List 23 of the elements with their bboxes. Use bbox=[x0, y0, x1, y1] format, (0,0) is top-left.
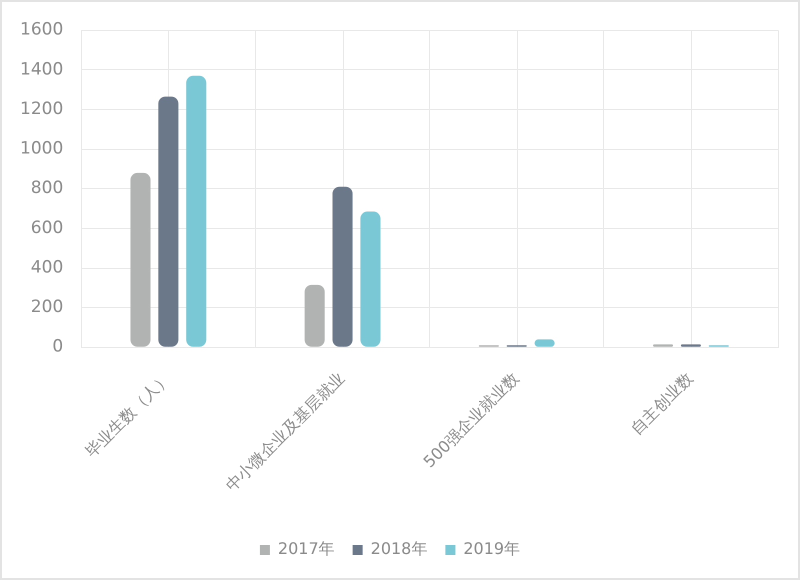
bar bbox=[304, 284, 325, 347]
bar bbox=[130, 172, 151, 347]
bar bbox=[680, 344, 701, 347]
y-tick-label: 800 bbox=[30, 178, 64, 198]
y-tick-label: 1200 bbox=[20, 98, 64, 119]
y-tick-label: 0 bbox=[52, 336, 64, 357]
legend-label: 2017年 bbox=[278, 539, 335, 558]
bar bbox=[653, 344, 674, 347]
x-tick-label: 中小微企业及基层就业 bbox=[222, 368, 348, 495]
y-tick-label: 200 bbox=[30, 297, 64, 318]
x-tick-label: 自主创业数 bbox=[626, 368, 697, 438]
bar bbox=[332, 186, 353, 347]
y-tick-label: 1400 bbox=[20, 59, 64, 80]
legend-label: 2019年 bbox=[463, 539, 520, 558]
bar bbox=[158, 96, 178, 347]
x-tick-label: 毕业生数（人） bbox=[81, 368, 174, 462]
y-tick-label: 400 bbox=[30, 257, 64, 278]
y-tick-label: 1000 bbox=[20, 138, 64, 159]
y-tick-label: 1600 bbox=[20, 20, 64, 40]
bar bbox=[360, 212, 380, 347]
y-tick-label: 600 bbox=[30, 218, 64, 238]
bar bbox=[186, 76, 206, 347]
legend-label: 2018年 bbox=[370, 539, 428, 558]
